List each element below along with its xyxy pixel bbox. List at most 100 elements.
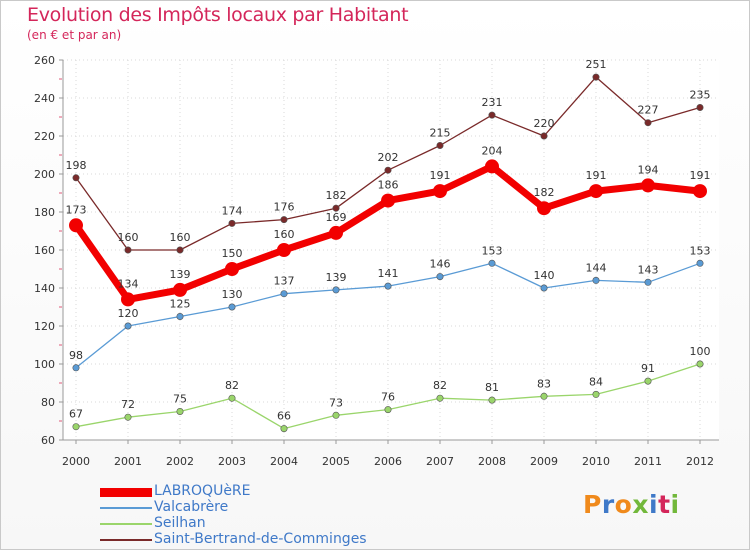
legend-swatch-valcabrere — [100, 507, 152, 509]
data-label: 98 — [69, 349, 83, 362]
x-tick-label: 2005 — [322, 455, 350, 468]
data-label: 72 — [121, 398, 135, 411]
data-point — [488, 111, 496, 119]
data-label: 153 — [482, 244, 503, 257]
data-label: 141 — [378, 267, 399, 280]
data-label: 91 — [641, 362, 655, 375]
data-point — [436, 273, 444, 281]
logo-letter: o — [614, 490, 633, 519]
data-label: 153 — [690, 244, 711, 257]
legend-item-valcabrere: Valcabrère — [100, 499, 420, 516]
data-label: 220 — [534, 117, 555, 130]
data-point — [228, 394, 236, 402]
data-label: 235 — [690, 89, 711, 102]
data-point — [332, 204, 340, 212]
data-label: 139 — [170, 268, 191, 281]
data-point — [488, 259, 496, 267]
data-label: 176 — [274, 201, 295, 214]
legend-swatch-saint-bertrand — [100, 539, 152, 541]
x-tick-label: 2011 — [634, 455, 662, 468]
data-label: 186 — [378, 179, 399, 192]
y-tick-label: 180 — [34, 206, 55, 219]
data-label: 137 — [274, 275, 295, 288]
legend-item-seilhan: Seilhan — [100, 515, 420, 532]
data-label: 84 — [589, 375, 603, 388]
x-tick-label: 2003 — [218, 455, 246, 468]
data-point — [332, 411, 340, 419]
data-labels: 173 134 139 150 160 169 186 191 204 182 191 194 191 9… — [66, 58, 711, 423]
data-label: 81 — [485, 381, 499, 394]
data-point — [280, 290, 288, 298]
data-label: 191 — [690, 169, 711, 182]
x-tick-label: 2009 — [530, 455, 558, 468]
data-point — [228, 303, 236, 311]
data-label: 202 — [378, 151, 399, 164]
data-label: 82 — [433, 379, 447, 392]
data-label: 204 — [482, 144, 503, 157]
data-label: 198 — [66, 159, 87, 172]
x-tick-label: 2006 — [374, 455, 402, 468]
x-tick-label: 2012 — [686, 455, 714, 468]
logo-letter: i — [649, 490, 659, 519]
legend-label-seilhan: Seilhan — [154, 515, 206, 531]
data-point — [69, 218, 83, 233]
data-label: 100 — [690, 345, 711, 358]
data-label: 67 — [69, 408, 83, 421]
chart-grid — [63, 59, 719, 441]
data-point — [72, 364, 80, 372]
data-label: 125 — [170, 298, 191, 311]
data-label: 75 — [173, 393, 187, 406]
logo-letter: x — [632, 490, 649, 519]
data-label: 227 — [638, 104, 659, 117]
proxiti-logo: Proxiti — [583, 490, 680, 519]
data-label: 140 — [534, 269, 555, 282]
y-tick-label: 160 — [34, 244, 55, 257]
data-label: 76 — [381, 391, 395, 404]
chart-legend: LABROQUèRE Valcabrère Seilhan Saint-Bert… — [100, 483, 420, 548]
x-tick-label: 2008 — [478, 455, 506, 468]
data-label: 139 — [326, 271, 347, 284]
data-point — [693, 184, 707, 199]
data-point — [384, 282, 392, 290]
x-tick-label: 2004 — [270, 455, 298, 468]
data-label: 160 — [118, 231, 139, 244]
data-point — [332, 286, 340, 294]
data-label: 182 — [326, 189, 347, 202]
data-point — [540, 284, 548, 292]
y-tick-label: 80 — [41, 396, 55, 409]
data-point — [696, 360, 704, 368]
y-tick-label: 120 — [34, 320, 55, 333]
y-tick-label: 100 — [34, 358, 55, 371]
data-point — [433, 184, 447, 199]
data-point — [173, 282, 187, 297]
x-tick-label: 2000 — [62, 455, 90, 468]
y-tick-label: 60 — [41, 434, 55, 447]
data-point — [696, 104, 704, 112]
x-tick-label: 2002 — [166, 455, 194, 468]
y-tick-label: 220 — [34, 130, 55, 143]
data-point — [124, 322, 132, 330]
data-point — [540, 132, 548, 140]
data-label: 144 — [586, 261, 607, 274]
data-point — [485, 159, 499, 174]
y-tick-label: 200 — [34, 168, 55, 181]
legend-label-valcabrere: Valcabrère — [154, 499, 229, 515]
legend-item-saint-bertrand: Saint-Bertrand-de-Comminges — [100, 531, 420, 548]
data-label: 215 — [430, 127, 451, 140]
data-point — [277, 243, 291, 257]
y-tick-label: 140 — [34, 282, 55, 295]
series-lines — [69, 73, 707, 433]
data-label: 134 — [118, 277, 139, 290]
data-point — [592, 276, 600, 284]
data-label: 231 — [482, 96, 503, 109]
x-tick-label: 2001 — [114, 455, 142, 468]
data-label: 73 — [329, 396, 343, 409]
data-label: 120 — [118, 307, 139, 320]
data-label: 146 — [430, 258, 451, 271]
data-point — [436, 142, 444, 150]
logo-letter: P — [583, 490, 602, 519]
data-point — [592, 390, 600, 398]
data-point — [644, 278, 652, 286]
y-tick-label: 260 — [34, 54, 55, 67]
